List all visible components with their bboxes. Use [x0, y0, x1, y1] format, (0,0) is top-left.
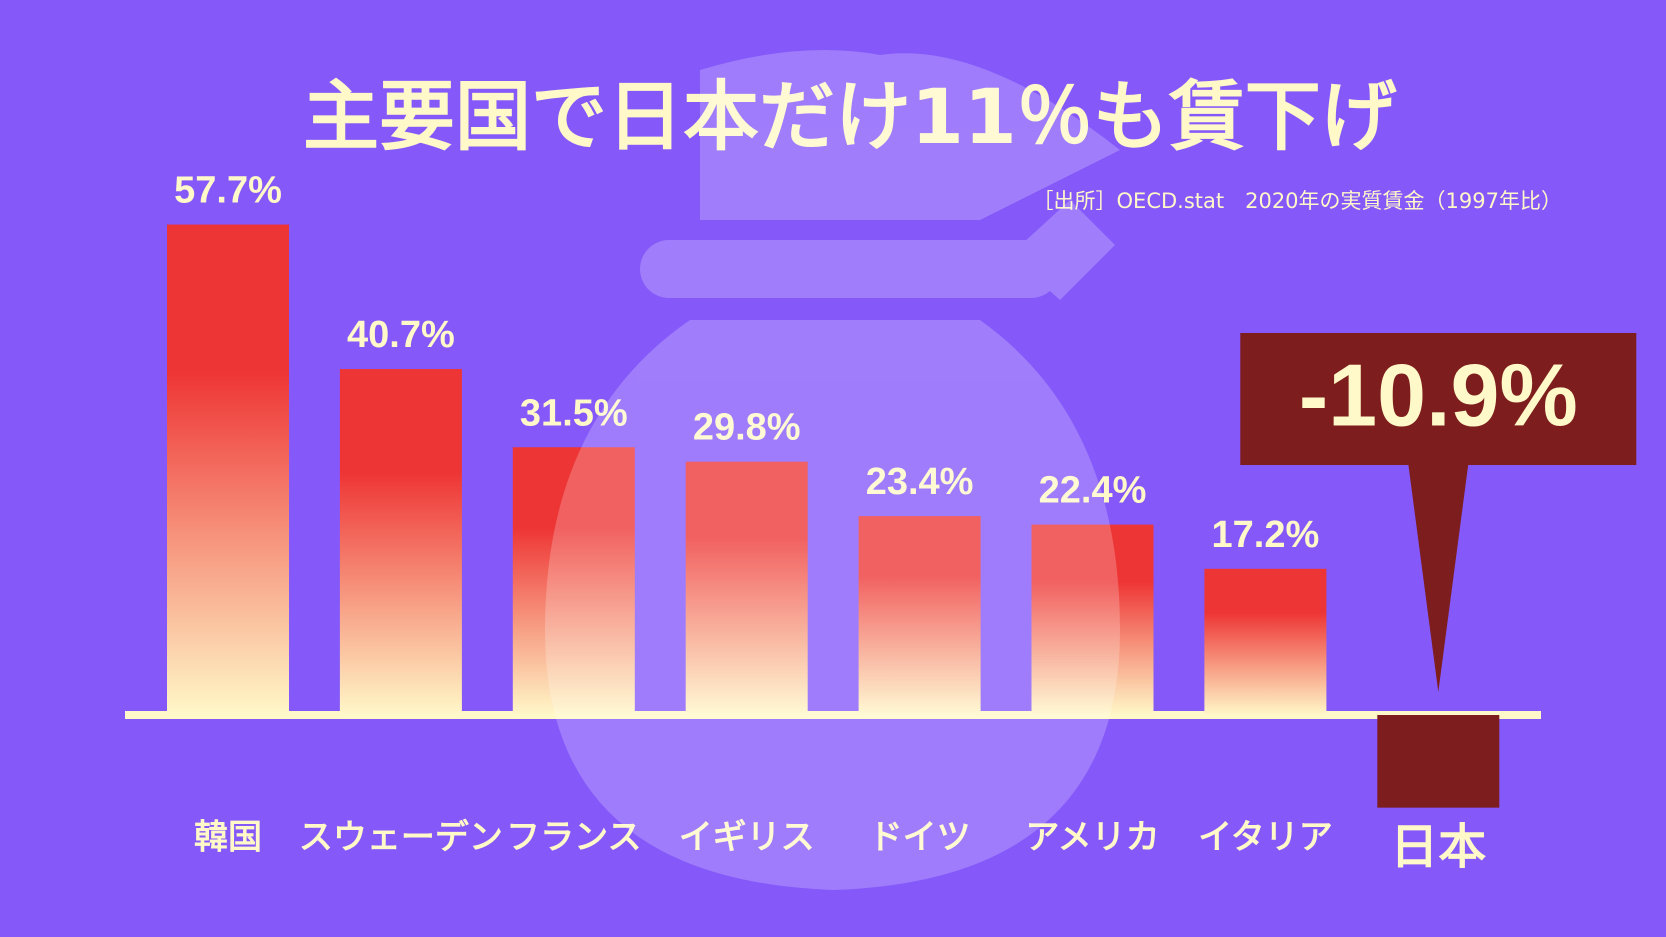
value-label: 17.2% — [1212, 514, 1320, 556]
x-tick-label: イタリア — [1198, 818, 1333, 858]
value-label: 40.7% — [347, 314, 455, 356]
x-tick-label: ドイツ — [869, 818, 971, 858]
value-label: 22.4% — [1039, 470, 1147, 512]
money-bag — [545, 50, 1120, 890]
x-tick-label: 日本 — [1390, 819, 1486, 875]
x-tick-label: アメリカ — [1025, 818, 1159, 858]
callout-box — [1240, 333, 1637, 465]
value-label: -10.9% — [1299, 345, 1578, 444]
value-label: 57.7% — [174, 170, 282, 212]
bar — [167, 224, 289, 716]
value-label: 31.5% — [520, 392, 628, 434]
bar — [339, 369, 462, 715]
x-tick-label: スウェーデン — [299, 818, 503, 858]
callout-pointer — [1408, 464, 1469, 692]
bar — [1377, 715, 1500, 808]
bar — [1031, 524, 1154, 715]
x-tick-label: イギリス — [679, 818, 815, 858]
x-tick-label: 韓国 — [194, 818, 262, 858]
bar — [1204, 568, 1327, 715]
subtitle: ［出所］OECD.stat 2020年の実質賃金（1997年比） — [1033, 189, 1562, 213]
baseline — [125, 711, 1541, 719]
value-label: 29.8% — [693, 407, 801, 449]
bar — [685, 461, 808, 715]
value-label: 23.4% — [866, 461, 974, 503]
x-tick-label: フランス — [506, 818, 641, 858]
bar — [512, 447, 635, 715]
chart-title: 主要国で日本だけ11％も賃下げ — [303, 72, 1397, 161]
bar — [858, 516, 981, 715]
